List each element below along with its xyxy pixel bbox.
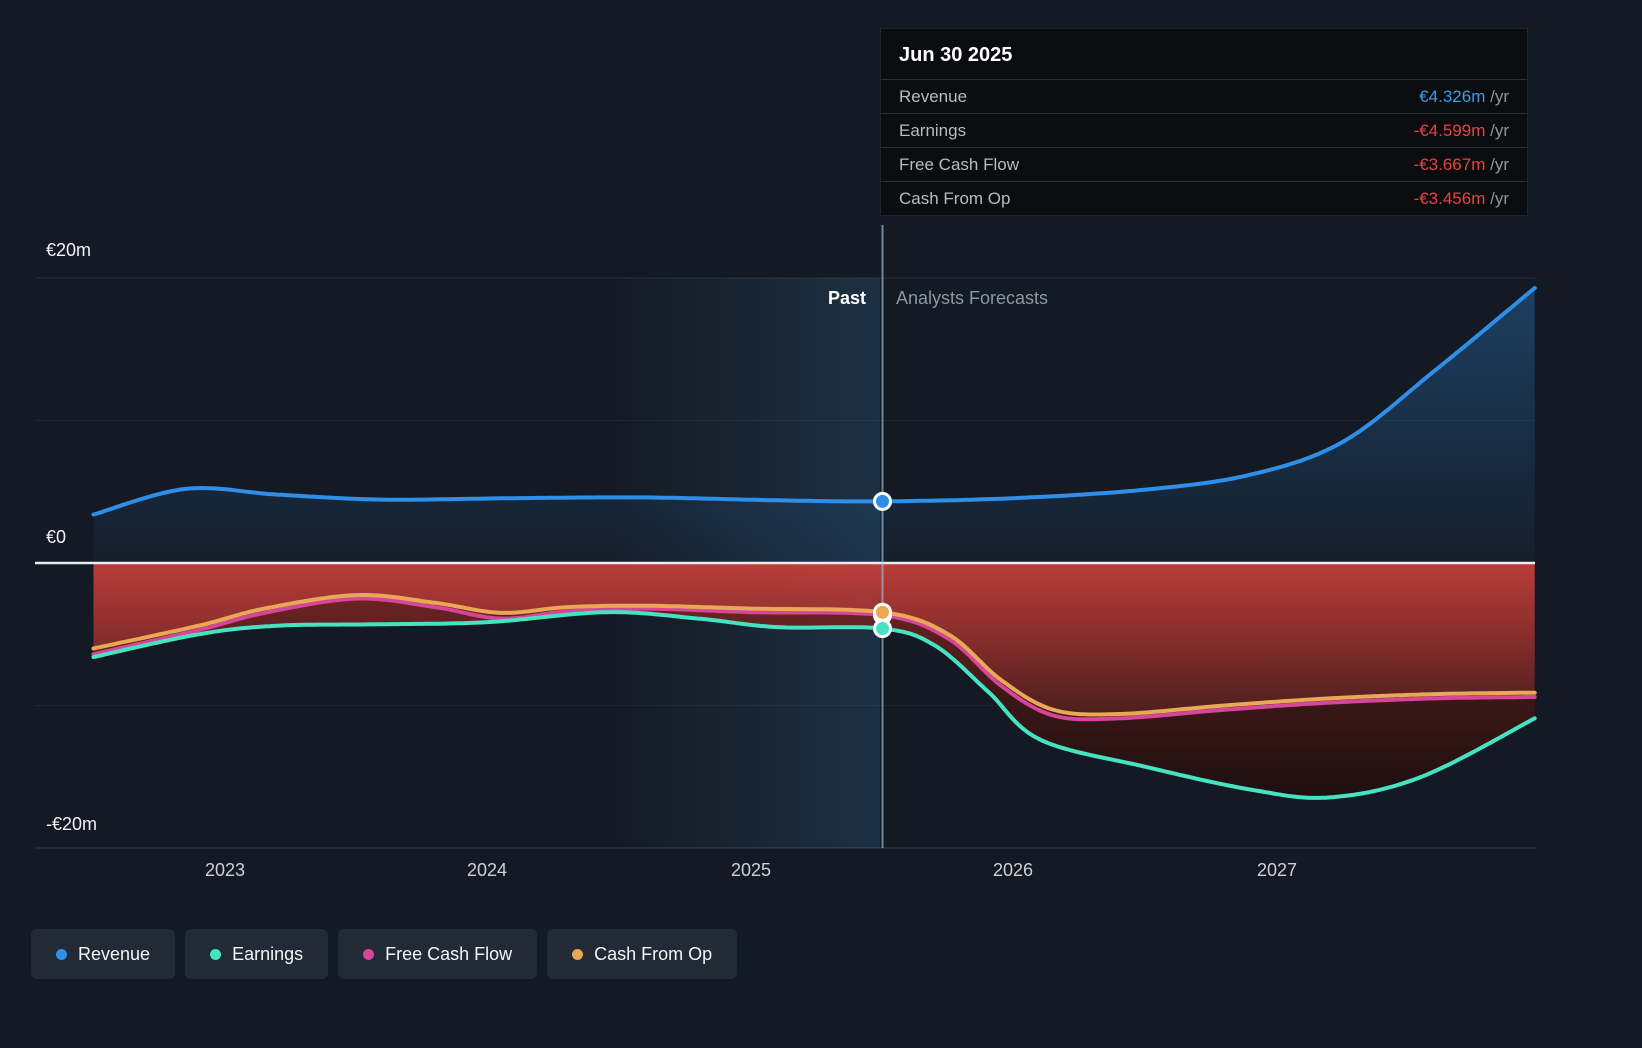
x-axis-label-2024: 2024 [466,860,508,880]
chart-legend: Revenue Earnings Free Cash Flow Cash Fro… [31,929,738,979]
tooltip-row-free-cash-flow: Free Cash Flow -€3.667m /yr [881,147,1527,181]
tooltip-label: Revenue [899,86,968,106]
tooltip-suffix: /yr [1485,86,1509,106]
tooltip-row-revenue: Revenue €4.326m /yr [881,79,1527,113]
revenue-dot-icon [56,948,67,960]
tooltip-row-cash-from-op: Cash From Op -€3.456m /yr [881,181,1527,215]
tooltip-value: -€3.667m [1413,154,1486,174]
legend-label: Revenue [78,943,151,964]
tooltip-value: €4.326m [1419,86,1486,106]
y-axis-label-0: €0 [46,527,67,547]
tooltip-label: Cash From Op [899,188,1011,208]
legend-item-earnings[interactable]: Earnings [185,929,329,979]
tooltip-suffix: /yr [1485,154,1509,174]
x-axis-label-2025: 2025 [730,860,772,880]
tooltip-label: Earnings [899,120,967,140]
hover-tooltip: Jun 30 2025 Revenue €4.326m /yr Earnings… [880,28,1528,216]
tooltip-suffix: /yr [1485,188,1509,208]
x-axis-label-2023: 2023 [204,860,246,880]
legend-item-revenue[interactable]: Revenue [31,929,176,979]
tooltip-value: -€3.456m [1413,188,1486,208]
tooltip-suffix: /yr [1485,120,1509,140]
free-cash-flow-dot-icon [363,948,375,960]
x-axis-label-2027: 2027 [1256,860,1298,880]
legend-item-cash-from-op[interactable]: Cash From Op [547,929,738,979]
legend-label: Cash From Op [594,943,713,964]
analysts-forecasts-label: Analysts Forecasts [896,288,1049,308]
legend-item-free-cash-flow[interactable]: Free Cash Flow [338,929,538,979]
tooltip-date: Jun 30 2025 [899,44,1013,66]
y-axis-label-20m: €20m [46,240,92,260]
cash-from-op-dot-icon [572,948,584,960]
legend-label: Earnings [232,943,304,964]
x-axis-label-2026: 2026 [992,860,1034,880]
legend-label: Free Cash Flow [385,943,513,964]
tooltip-label: Free Cash Flow [899,154,1019,174]
past-label: Past [827,288,866,308]
tooltip-row-earnings: Earnings -€4.599m /yr [881,113,1527,147]
tooltip-value: -€4.599m [1413,120,1486,140]
earnings-dot-icon [210,948,222,960]
y-axis-label-neg20m: -€20m [46,814,98,834]
